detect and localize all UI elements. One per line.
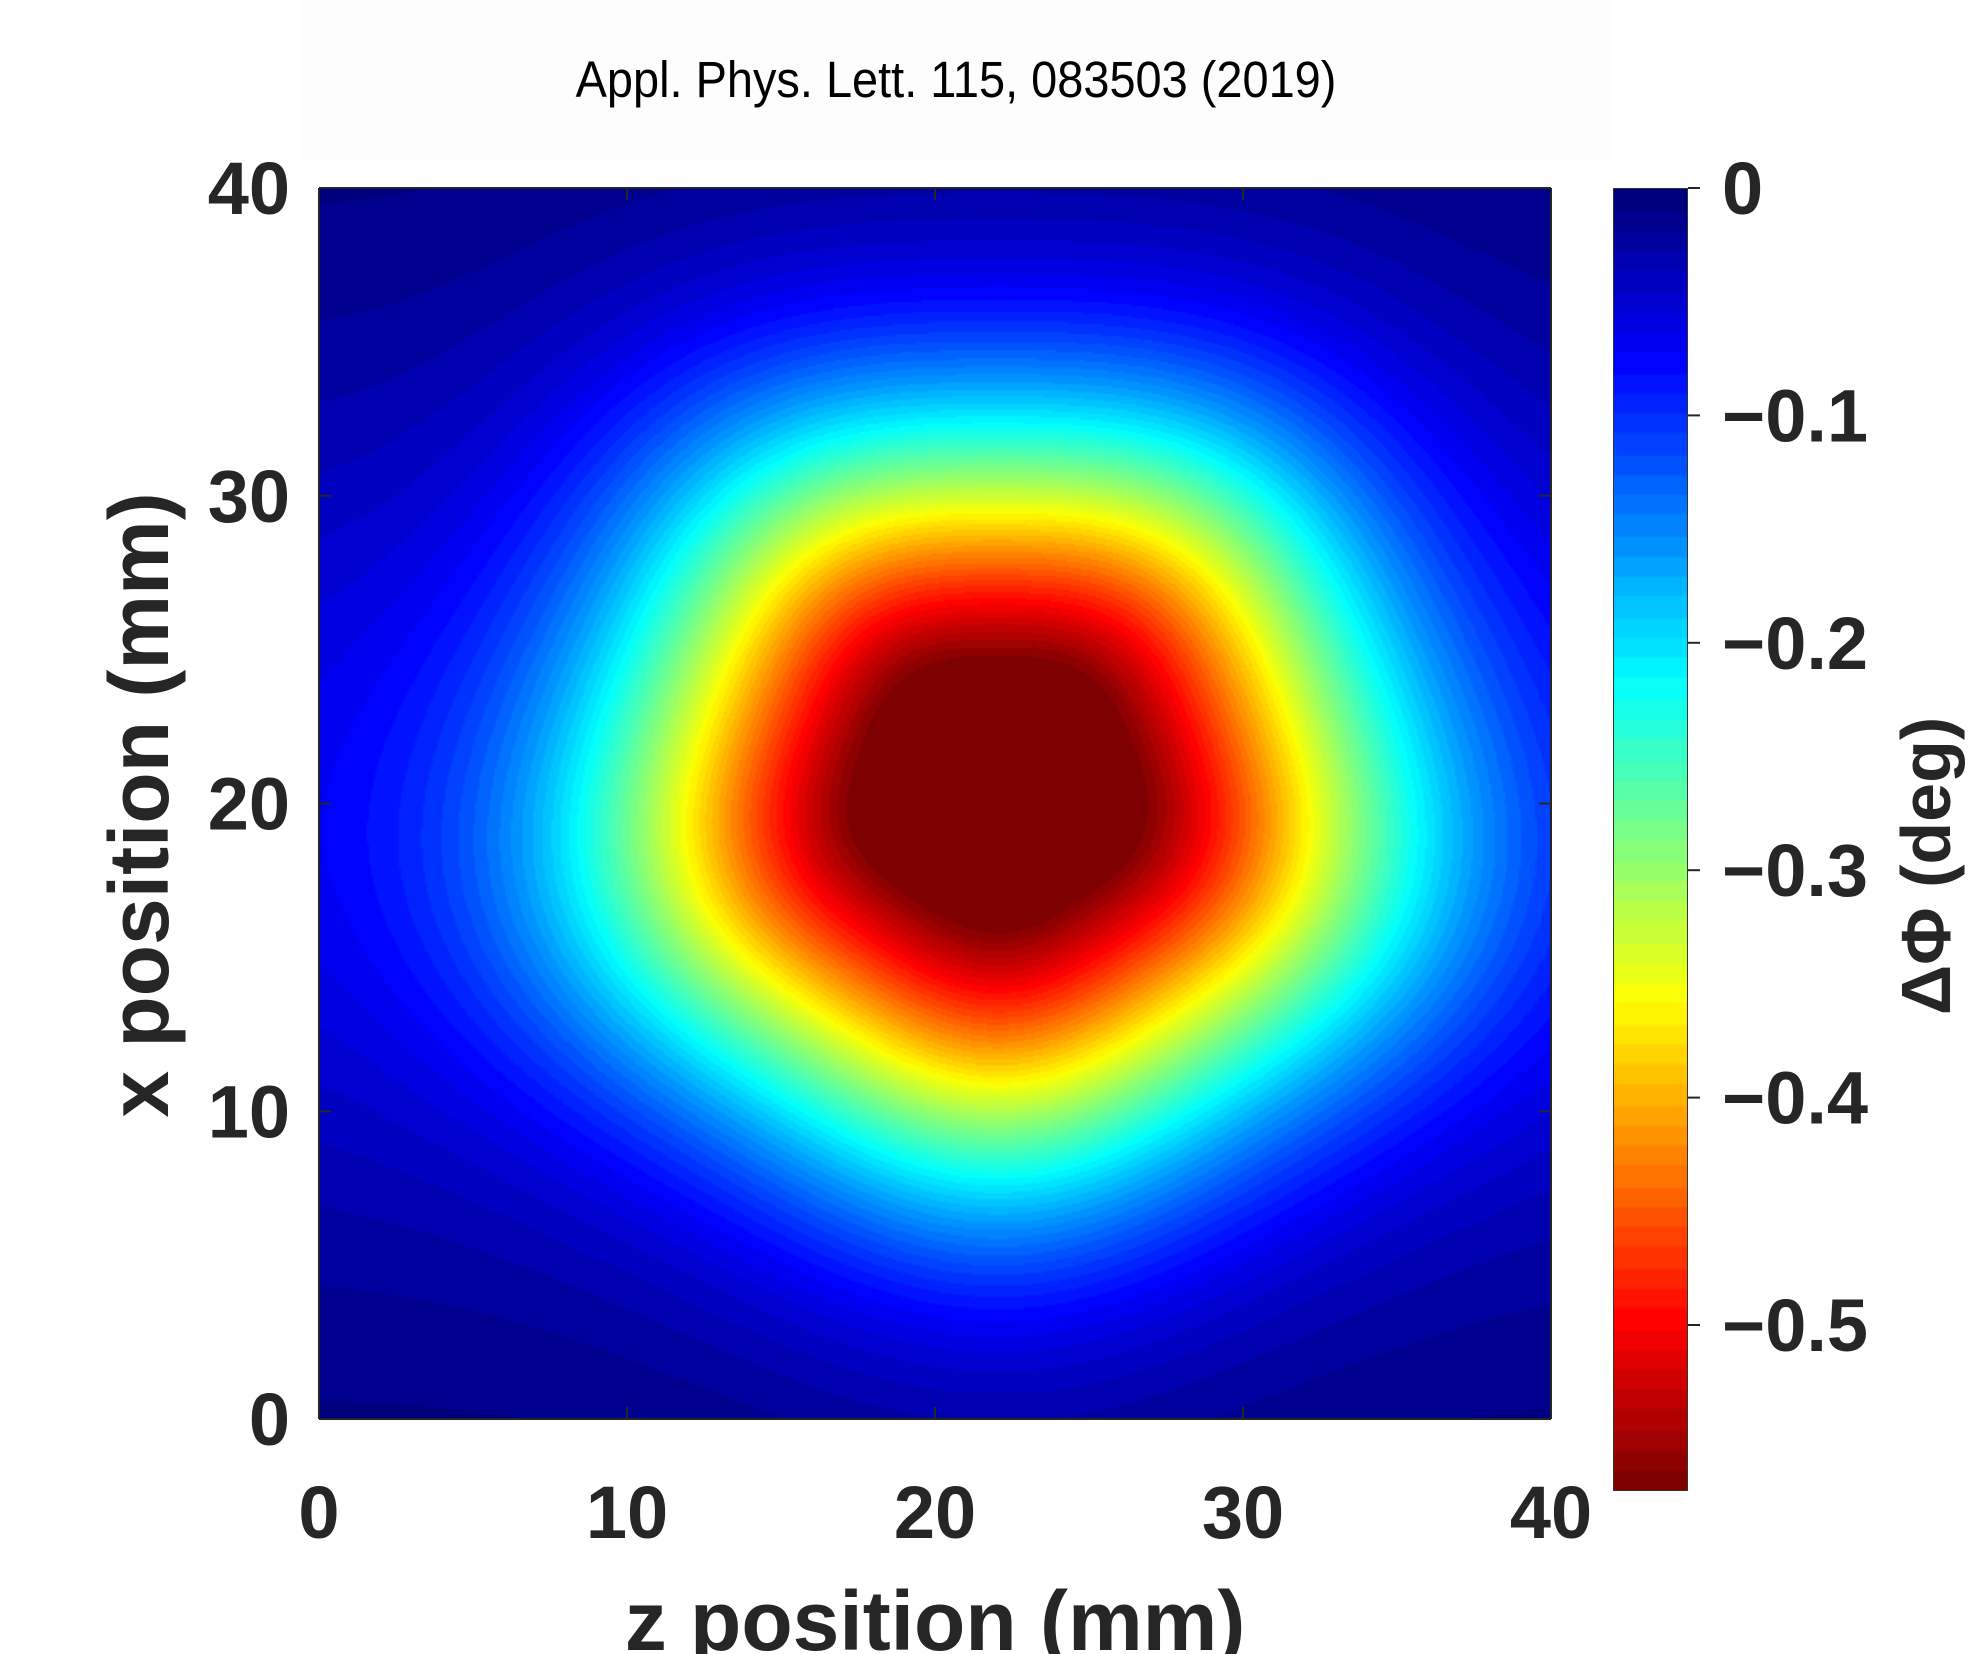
title-background xyxy=(300,0,1612,160)
heatmap-plot-area xyxy=(319,188,1551,1419)
colorbar-tick-label: −0.5 xyxy=(1722,1284,1868,1367)
x-tick-label: 30 xyxy=(1202,1471,1284,1554)
y-tick-label: 40 xyxy=(208,147,290,230)
chart-title: Appl. Phys. Lett. 115, 083503 (2019) xyxy=(575,51,1337,108)
colorbar-tick-label: −0.2 xyxy=(1722,602,1868,685)
colorbar-tick-label: −0.4 xyxy=(1722,1057,1868,1140)
y-axis-label: x position (mm) xyxy=(92,492,186,1117)
y-tick-label: 0 xyxy=(249,1378,290,1461)
colorbar-tick-label: −0.3 xyxy=(1722,829,1868,912)
colorbar xyxy=(1613,188,1688,1491)
x-tick-label: 0 xyxy=(298,1471,339,1554)
colorbar-tick-label: 0 xyxy=(1722,147,1763,230)
y-tick-label: 10 xyxy=(208,1070,290,1153)
y-tick-label: 20 xyxy=(208,763,290,846)
y-tick-label: 30 xyxy=(208,455,290,538)
x-tick-label: 40 xyxy=(1510,1471,1592,1554)
colorbar-label: ΔΦ (deg) xyxy=(1887,717,1965,1015)
x-tick-label: 20 xyxy=(894,1471,976,1554)
x-tick-label: 10 xyxy=(586,1471,668,1554)
colorbar-tick-label: −0.1 xyxy=(1722,374,1868,457)
x-axis-label: z position (mm) xyxy=(625,1574,1246,1654)
